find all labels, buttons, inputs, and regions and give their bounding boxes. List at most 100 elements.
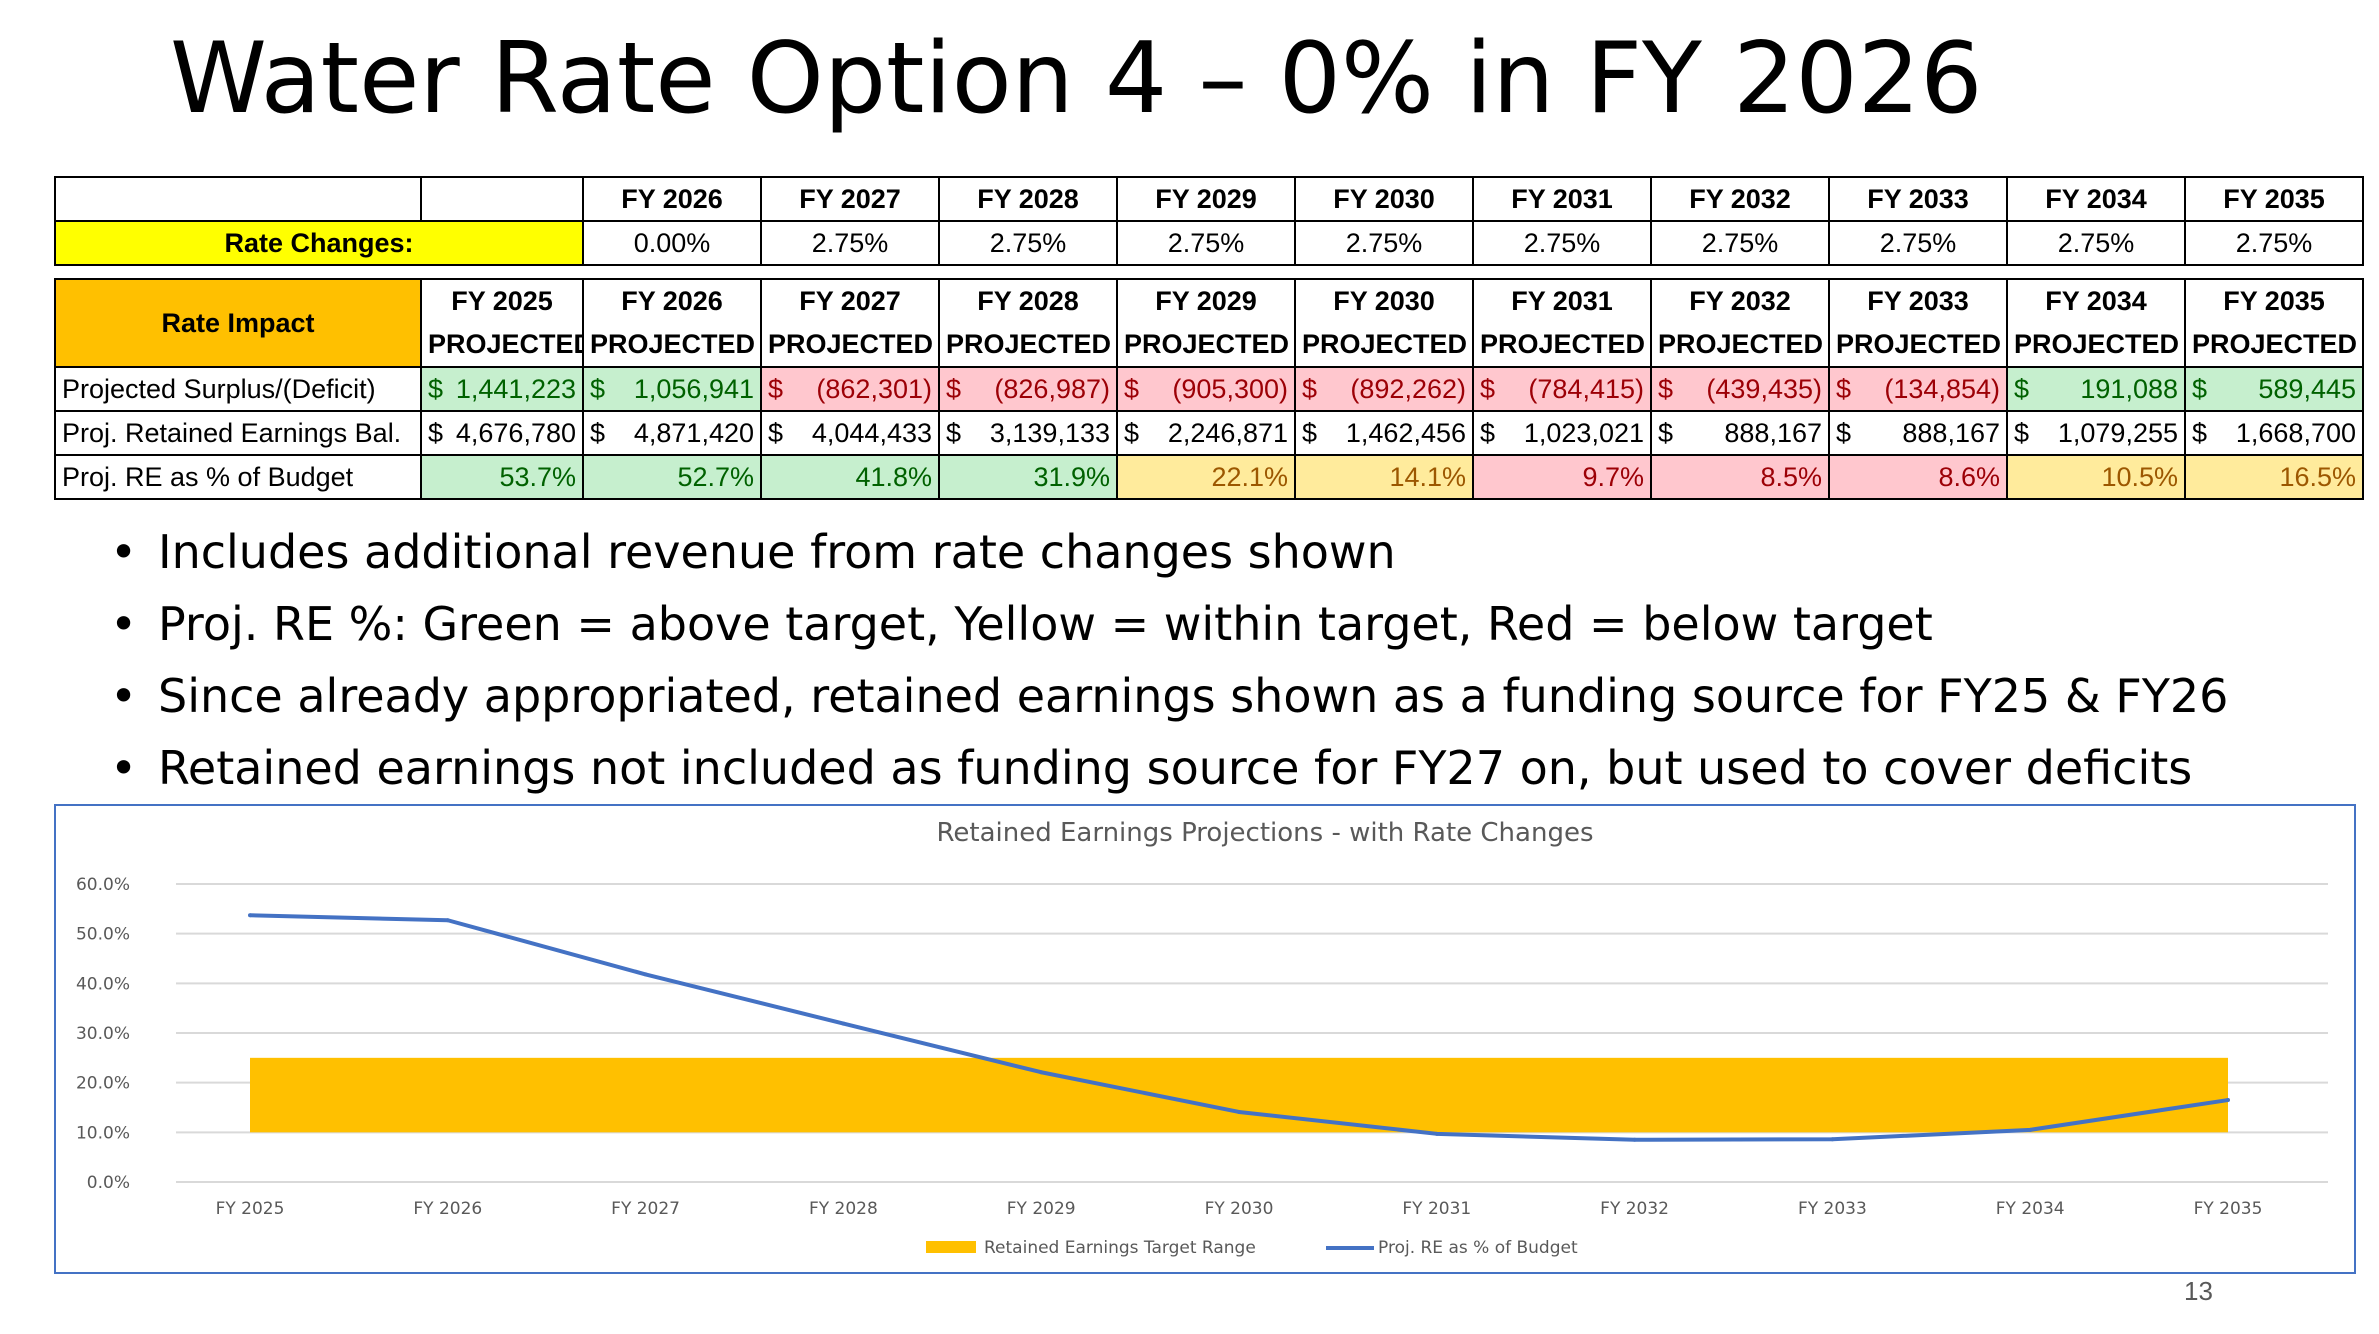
slide-title: Water Rate Option 4 – 0% in FY 2026 (170, 22, 1983, 136)
amount-value: 1,023,021 (1523, 417, 1644, 448)
amount-value: 1,079,255 (2057, 417, 2178, 448)
rate-change-value: 2.75% (2184, 220, 2364, 266)
impact-cell: $1,056,941 (582, 366, 762, 412)
bullet-dot: • (110, 741, 138, 795)
impact-cell: $ (784,415) (1472, 366, 1652, 412)
impact-cell: $1,023,021 (1472, 410, 1652, 456)
amount-value: (784,415) (1528, 373, 1644, 404)
amount-value: 191,088 (2080, 373, 2178, 404)
projected-header: PROJECTED (1116, 323, 1296, 368)
bullet-item: • Includes additional revenue from rate c… (110, 516, 2228, 588)
impact-year-header: FY 2029 (1116, 278, 1296, 323)
currency-symbol: $ (946, 373, 962, 404)
impact-cell: $1,668,700 (2184, 410, 2364, 456)
amount-value: (826,987) (994, 373, 1110, 404)
amount-value: (862,301) (816, 373, 932, 404)
impact-cell: $ (826,987) (938, 366, 1118, 412)
impact-projected-row: PROJECTED PROJECTED PROJECTED PROJECTED PROJ… (55, 323, 2364, 368)
impact-cell: $1,441,223 (420, 366, 584, 412)
rate-values-row: Rate Changes: 0.00% 2.75% 2.75% 2.75% 2.75% 2… (54, 220, 2364, 266)
legend-series-label: Proj. RE as % of Budget (1378, 1238, 1578, 1258)
impact-cell: $ (905,300) (1116, 366, 1296, 412)
x-tick-label: FY 2033 (1798, 1199, 1867, 1219)
page-number: 13 (2184, 1276, 2213, 1306)
impact-cell: 9.7% (1472, 454, 1652, 500)
rate-change-value: 2.75% (938, 220, 1118, 266)
rate-year-header: FY 2026 (582, 176, 762, 222)
currency-symbol: $ (1658, 373, 1674, 404)
projected-header: PROJECTED (1294, 323, 1474, 368)
impact-year-header: FY 2025 (420, 278, 584, 323)
impact-cell: $ (134,854) (1828, 366, 2008, 412)
rate-header-row: FY 2026 FY 2027 FY 2028 FY 2029 FY 2030 FY 20… (54, 176, 2364, 222)
impact-cell: $ (862,301) (760, 366, 940, 412)
bullet-dot: • (110, 669, 138, 723)
impact-year-header: FY 2031 (1472, 278, 1652, 323)
rate-year-header: FY 2034 (2006, 176, 2186, 222)
rate-change-value: 2.75% (1828, 220, 2008, 266)
impact-data-row: Proj. RE as % of Budget 53.7% 52.7% 41.8% 31… (54, 454, 2364, 500)
amount-value: 1,668,700 (2235, 417, 2356, 448)
impact-cell: $3,139,133 (938, 410, 1118, 456)
rate-change-value: 0.00% (582, 220, 762, 266)
row-label: Proj. RE as % of Budget (54, 454, 422, 500)
amount-value: 4,044,433 (811, 417, 932, 448)
currency-symbol: $ (1658, 417, 1674, 448)
rate-impact-label: Rate Impact (54, 278, 422, 368)
projected-header: PROJECTED (1828, 323, 2008, 368)
bullet-text: Retained earnings not included as fundin… (158, 741, 2193, 795)
impact-cell: $888,167 (1650, 410, 1830, 456)
amount-value: 589,445 (2258, 373, 2356, 404)
x-tick-label: FY 2029 (1007, 1199, 1076, 1219)
impact-data-row: Proj. Retained Earnings Bal. $4,676,780 $4… (54, 410, 2364, 456)
impact-year-header: FY 2026 (582, 278, 762, 323)
projected-header: PROJECTED (1650, 323, 1830, 368)
currency-symbol: $ (768, 417, 784, 448)
rate-year-header: FY 2027 (760, 176, 940, 222)
currency-symbol: $ (428, 417, 444, 448)
amount-value: 1,462,456 (1345, 417, 1466, 448)
x-tick-label: FY 2035 (2194, 1199, 2263, 1219)
currency-symbol: $ (1836, 373, 1852, 404)
impact-cell: $4,871,420 (582, 410, 762, 456)
x-tick-label: FY 2027 (611, 1199, 680, 1219)
bullet-item: • Since already appropriated, retained ea… (110, 660, 2228, 732)
impact-cell: $1,462,456 (1294, 410, 1474, 456)
y-tick-label: 40.0% (76, 974, 130, 994)
rate-change-value: 2.75% (1116, 220, 1296, 266)
projected-header: PROJECTED (938, 323, 1118, 368)
bullet-text: Proj. RE %: Green = above target, Yellow… (158, 597, 1933, 651)
currency-symbol: $ (590, 373, 606, 404)
impact-cell: 8.6% (1828, 454, 2008, 500)
rate-change-value: 2.75% (2006, 220, 2186, 266)
rate-year-header: FY 2032 (1650, 176, 1830, 222)
impact-cell: 14.1% (1294, 454, 1474, 500)
currency-symbol: $ (2014, 373, 2030, 404)
row-label: Projected Surplus/(Deficit) (54, 366, 422, 412)
x-tick-label: FY 2028 (809, 1199, 878, 1219)
projected-header: PROJECTED (760, 323, 940, 368)
data-point (1039, 1070, 1044, 1075)
legend-target-swatch (926, 1241, 976, 1253)
projected-header: PROJECTED (2006, 323, 2186, 368)
impact-cell: 52.7% (582, 454, 762, 500)
bullet-dot: • (110, 525, 138, 579)
currency-symbol: $ (1480, 373, 1496, 404)
amount-value: 1,056,941 (633, 373, 754, 404)
x-tick-label: FY 2030 (1205, 1199, 1274, 1219)
data-point (2226, 1098, 2230, 1103)
data-point (643, 972, 648, 977)
projected-header: PROJECTED (420, 323, 584, 368)
data-point (1830, 1137, 1835, 1142)
impact-cell: $1,079,255 (2006, 410, 2186, 456)
y-tick-label: 0.0% (87, 1173, 130, 1193)
rate-year-header: FY 2028 (938, 176, 1118, 222)
x-tick-label: FY 2026 (413, 1199, 482, 1219)
impact-year-row: Rate Impact FY 2025 FY 2026 FY 2027 FY 2028… (54, 278, 2364, 368)
retained-earnings-chart: Retained Earnings Projections - with Rat… (54, 804, 2356, 1274)
amount-value: 4,676,780 (455, 417, 576, 448)
row-label: Proj. Retained Earnings Bal. (54, 410, 422, 456)
impact-cell: $4,676,780 (420, 410, 584, 456)
currency-symbol: $ (1302, 373, 1318, 404)
currency-symbol: $ (1480, 417, 1496, 448)
